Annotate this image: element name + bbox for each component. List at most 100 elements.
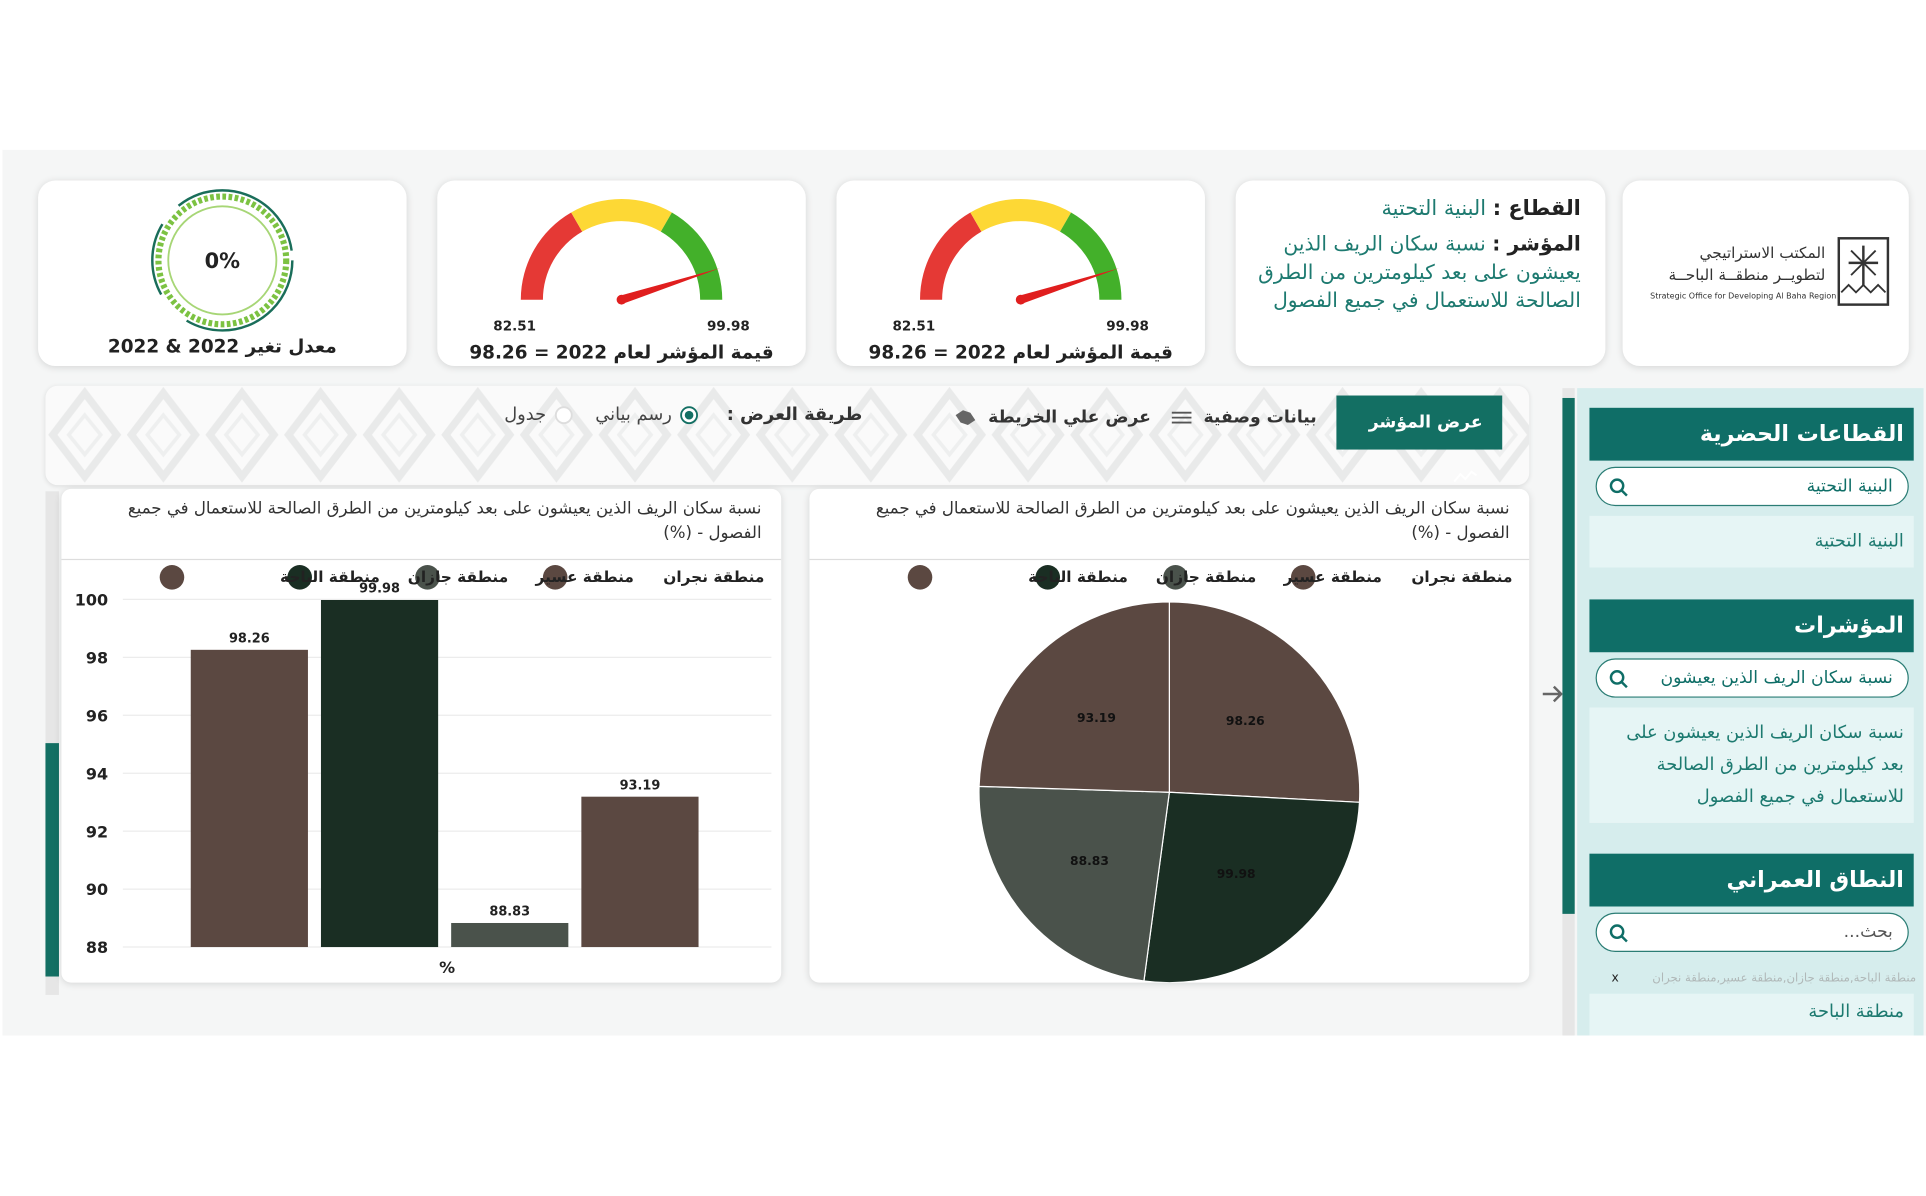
scrollbar — [45, 491, 59, 995]
separator — [809, 558, 1530, 561]
bar — [581, 796, 699, 948]
legend-label: منطقة نجران — [663, 568, 764, 586]
bar-value-label: 93.19 — [620, 778, 661, 793]
gauge-card: 82.51 99.98 قيمة المؤشر لعام 2022 = 98.26 — [836, 180, 1205, 367]
display-mode: طريقة العرض : رسم بياني جدول — [504, 405, 863, 425]
gauge-card: 82.51 99.98 قيمة المؤشر لعام 2022 = 98.26 — [437, 180, 806, 367]
map-icon — [955, 410, 975, 425]
metadata-label: بيانات وصفية — [1203, 407, 1317, 428]
search-text: البنية التحتية — [1806, 476, 1893, 497]
sidebar-item[interactable]: نسبة سكان الريف الذين يعيشون على بعد كيل… — [1589, 707, 1914, 823]
pie-value-label: 98.26 — [1226, 714, 1265, 728]
y-tick-label: 88 — [86, 938, 108, 957]
sidebar-item[interactable]: البنية التحتية — [1589, 515, 1914, 568]
radio-ring — [554, 406, 573, 425]
section-header: القطاعات الحضرية — [1589, 407, 1914, 461]
bar-value-label: 99.98 — [359, 582, 400, 597]
search-icon — [1609, 478, 1628, 497]
legend-swatch — [159, 565, 185, 590]
legend-swatch — [907, 565, 933, 590]
indicator-label: المؤشر : — [1492, 232, 1581, 256]
bar-chart: 88 90 92 94 96 98 100 منطقة نجران منطقة عسير منطق… — [75, 565, 772, 977]
show-indicator-button[interactable]: عرض المؤشر — [1336, 395, 1503, 483]
display-mode-label: طريقة العرض : — [726, 405, 863, 425]
radio-option[interactable]: جدول — [504, 405, 573, 425]
search-box[interactable]: البنية التحتية — [1595, 466, 1909, 507]
ring-outer — [151, 189, 294, 332]
section-header: النطاق العمراني — [1589, 853, 1914, 907]
legend-label: منطقة الباحة — [280, 568, 380, 586]
legend-swatch — [542, 565, 568, 590]
list-icon — [1171, 411, 1192, 424]
collapse-arrow[interactable] — [1540, 683, 1565, 705]
pie-slice — [1168, 601, 1361, 803]
change-graphic: 0% معدل تغير 2022 & 2022 — [108, 189, 337, 358]
legend-swatch — [1290, 565, 1316, 590]
search-box[interactable]: نسبة سكان الريف الذين يعيشون — [1595, 658, 1909, 698]
scroll-thumb[interactable] — [45, 743, 59, 977]
y-tick-label: 96 — [86, 706, 108, 725]
pie-chart: منطقة نجران منطقة عسير منطقة جازان منطقة ال… — [907, 565, 1512, 983]
needle-hub — [616, 294, 627, 305]
y-tick-label: 90 — [86, 880, 108, 899]
chart-title: نسبة سكان الريف الذين يعيشون على بعد كيل… — [875, 498, 1510, 543]
sector-value: البنية التحتية — [1381, 196, 1487, 222]
radio-label: جدول — [504, 405, 547, 425]
gauge-band — [970, 198, 1072, 232]
toolbar: عرض المؤشر بيانات وصفية عرض علي الخريطة … — [45, 385, 1530, 486]
bar-value-label: 98.26 — [229, 631, 270, 646]
legend-swatch — [287, 565, 312, 590]
bar-card: نسبة سكان الريف الذين يعيشون على بعد كيل… — [61, 488, 782, 983]
legend-label: منطقة جازان — [408, 568, 508, 586]
logo-card: المكتب الاستراتيجي لتطويــر منطقــة البا… — [1622, 180, 1909, 367]
legend-label: منطقة نجران — [1411, 568, 1512, 586]
separator — [61, 558, 782, 561]
gauge-band — [660, 212, 723, 300]
ring — [155, 193, 290, 328]
bar — [190, 649, 308, 948]
gauge-needle — [1019, 268, 1120, 304]
search-icon — [1609, 670, 1628, 689]
gauge-band — [520, 212, 583, 300]
legend-label: منطقة الباحة — [1028, 568, 1128, 586]
scroll-thumb[interactable] — [1562, 397, 1575, 914]
change-value: 0% — [205, 249, 241, 273]
search-icon — [1609, 924, 1628, 943]
pie-slice — [1143, 791, 1361, 983]
logo-en: Strategic Office for Developing Al Baha … — [1650, 291, 1837, 301]
radio-dot — [684, 410, 694, 420]
sidebar-item[interactable]: منطقة الباحة — [1589, 993, 1914, 1036]
legend-label: منطقة عسير — [535, 568, 634, 586]
gauge-band — [571, 198, 672, 232]
pie-value-label: 88.83 — [1070, 854, 1109, 868]
gauge-caption: قيمة المؤشر لعام 2022 = 98.26 — [469, 343, 773, 364]
pie-slice — [978, 785, 1171, 982]
y-tick-label: 92 — [86, 822, 108, 841]
pie-slice — [978, 601, 1170, 793]
gauge-max: 99.98 — [707, 318, 750, 334]
show-indicator-label: عرض المؤشر — [1368, 412, 1483, 433]
toolbar-pattern — [45, 385, 1530, 486]
legend-label: منطقة عسير — [1283, 568, 1382, 586]
change-card: 0% معدل تغير 2022 & 2022 — [38, 180, 407, 367]
pie-card: نسبة سكان الريف الذين يعيشون على بعد كيل… — [809, 488, 1530, 983]
section-header: المؤشرات — [1589, 599, 1914, 653]
gauge-max: 99.98 — [1106, 318, 1149, 334]
radio-label: رسم بياني — [595, 405, 672, 425]
search-text: بحث... — [1843, 922, 1893, 943]
change-caption: معدل تغير 2022 & 2022 — [108, 337, 337, 358]
pie-value-label: 93.19 — [1077, 711, 1116, 725]
bar-value-label: 88.83 — [489, 905, 530, 920]
search-box[interactable]: بحث... — [1595, 912, 1909, 952]
needle-hub — [1015, 294, 1026, 305]
gauge-needle — [620, 268, 720, 304]
selected-tags: منطقة الباحة,منطقة جازان,منطقة عسير,منطق… — [1652, 971, 1917, 986]
logo-ar-1: المكتب الاستراتيجي — [1699, 243, 1826, 262]
metadata-button[interactable]: بيانات وصفية — [1151, 407, 1317, 428]
indicator-line: المؤشر : نسبة سكان الريف الذين يعيشون عل… — [1255, 230, 1581, 315]
clear-tags[interactable]: x — [1611, 971, 1619, 986]
radio-option[interactable]: رسم بياني — [595, 405, 699, 425]
map-button[interactable]: عرض علي الخريطة — [942, 408, 1151, 427]
y-tick-label: 98 — [86, 648, 108, 667]
